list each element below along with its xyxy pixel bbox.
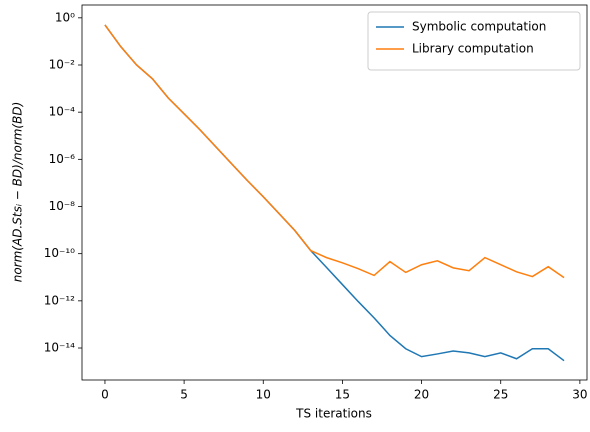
plot-frame xyxy=(81,4,588,381)
x-tick-label: 10 xyxy=(256,388,271,402)
line-series xyxy=(104,24,565,279)
y-tick-label: 10⁻⁶ xyxy=(49,152,76,166)
legend-label: Symbolic computation xyxy=(412,20,546,34)
y-tick-label: 10⁻⁴ xyxy=(49,105,76,119)
x-tick-label: 5 xyxy=(180,388,188,402)
y-tick-label: 10⁻¹² xyxy=(44,293,75,307)
x-tick-label: 0 xyxy=(101,388,109,402)
legend-box xyxy=(367,11,581,71)
y-tick-label: 10⁻¹⁴ xyxy=(44,341,75,355)
x-axis-label: TS iterations xyxy=(295,407,372,421)
x-tick-label: 20 xyxy=(414,388,429,402)
legend-label: Library computation xyxy=(412,42,534,56)
y-tick-label: 10⁻¹⁰ xyxy=(44,246,75,260)
x-tick-label: 30 xyxy=(572,388,587,402)
y-tick-label: 10⁻⁸ xyxy=(49,199,76,213)
y-tick-label: 10⁻² xyxy=(49,57,76,71)
y-axis-label: norm(AD.Stsᵢ − BD)/norm(BD) xyxy=(11,102,25,283)
y-tick-label: 10⁰ xyxy=(55,10,75,24)
line-series xyxy=(104,24,565,362)
x-tick-label: 15 xyxy=(335,388,350,402)
legend: Symbolic computation Library computation xyxy=(367,11,581,71)
x-tick-label: 25 xyxy=(493,388,508,402)
